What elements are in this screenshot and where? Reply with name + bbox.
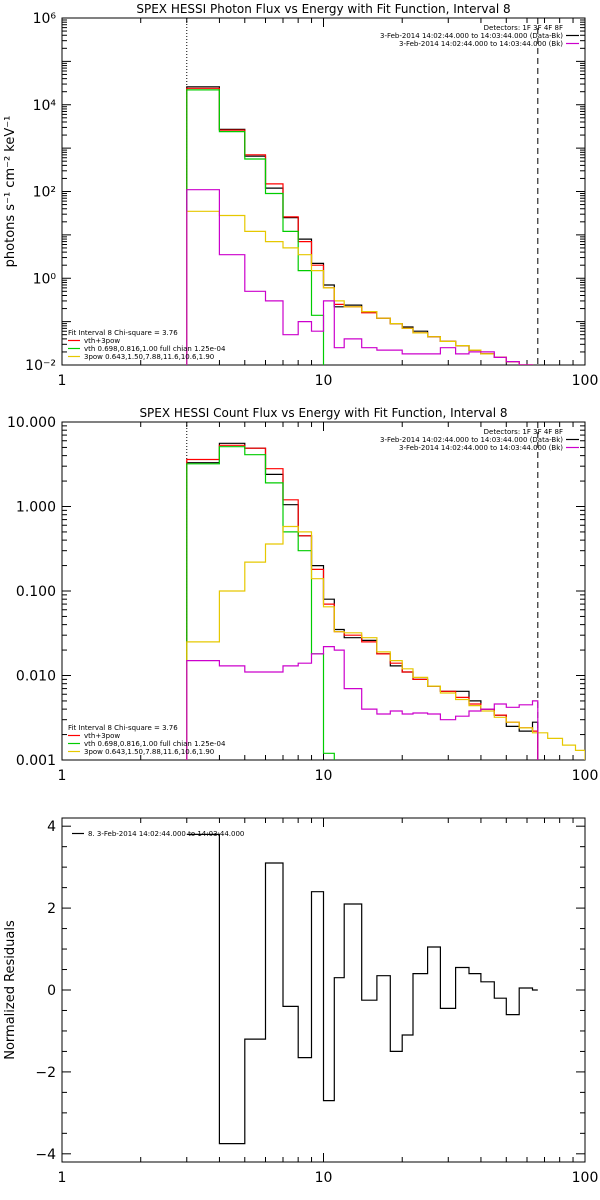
series-data-bk	[186, 86, 534, 365]
y-tick-label: 10.000	[7, 415, 56, 431]
x-tick-label: 100	[572, 768, 599, 784]
x-tick-label: 10	[315, 1170, 333, 1186]
legend-header: Detectors: 1F 3F 4F 8F	[484, 24, 563, 32]
series-line	[186, 89, 325, 365]
y-axis-label: photons s⁻¹ cm⁻² keV⁻¹	[3, 116, 18, 268]
legend-entry-label: 3-Feb-2014 14:02:44.000 to 14:03:44.000 …	[399, 444, 563, 452]
series-line	[186, 525, 585, 760]
chart-title: SPEX HESSI Count Flux vs Energy with Fit…	[139, 406, 507, 420]
y-axis: 0.001 0.010 0.100 1.000 10.000	[7, 415, 585, 769]
y-tick-label: 0.010	[16, 669, 56, 685]
y-tick-label: −4	[35, 1147, 56, 1163]
legend-entry-label: 3pow 0.643,1.50,7.88,11.6,10.6,1.90	[84, 748, 214, 756]
legend-entry-label: vth+3pow	[84, 337, 120, 345]
legend-entry-label: 3-Feb-2014 14:02:44.000 to 14:03:44.000 …	[399, 40, 563, 48]
series-vth	[186, 446, 335, 760]
series-vth-3pow	[186, 87, 534, 365]
y-tick-label: 0.001	[16, 753, 56, 769]
legend-bottom-left: Fit Interval 8 Chi-square = 3.76vth+3pow…	[68, 724, 226, 756]
x-tick-label: 1	[58, 768, 67, 784]
x-tick-label: 100	[572, 1170, 599, 1186]
y-tick-label: 10⁰	[33, 271, 57, 287]
y-tick-label: 1.000	[16, 500, 56, 516]
y-tick-label: 10²	[33, 185, 56, 201]
count-flux-chart: SPEX HESSI Count Flux vs Energy with Fit…	[7, 406, 598, 784]
y-tick-label: 10⁻²	[25, 358, 56, 374]
x-axis: 1 10 100	[58, 18, 599, 389]
residuals-chart: 1 10 100 −4 −2 0 2 4 Normalized Residuals 8. 3-Fe…	[3, 817, 599, 1186]
y-tick-label: 0	[47, 983, 56, 999]
y-tick-label: 0.100	[16, 584, 56, 600]
legend-header: Fit Interval 8 Chi-square = 3.76	[68, 724, 178, 732]
legend-top-left: 8. 3-Feb-2014 14:02:44.000 to 14:03:44.0…	[72, 830, 244, 838]
series-line	[186, 210, 534, 365]
legend-entry-label: vth 0.698,0.816,1.00 full chian 1.25e-04	[84, 345, 226, 353]
legend-bottom-left: Fit Interval 8 Chi-square = 3.76vth+3pow…	[68, 329, 226, 361]
series-line	[186, 446, 335, 760]
x-axis: 1 10 100	[58, 818, 599, 1186]
legend-top-right: Detectors: 1F 3F 4F 8F3-Feb-2014 14:02:4…	[380, 24, 579, 48]
legend-entry-label: 3pow 0.643,1.50,7.88,11.6,10.6,1.90	[84, 353, 214, 361]
data-area	[186, 422, 585, 760]
x-tick-label: 1	[58, 1170, 67, 1186]
x-tick-label: 1	[58, 373, 67, 389]
series-line	[186, 444, 539, 760]
legend-entry-label: vth 0.698,0.816,1.00 full chian 1.25e-04	[84, 740, 226, 748]
series-3pow	[186, 525, 585, 760]
x-axis: 1 10 100	[58, 422, 599, 784]
y-tick-label: 2	[47, 901, 56, 917]
legend-entry-label: vth+3pow	[84, 732, 120, 740]
y-axis-label: Normalized Residuals	[3, 920, 18, 1060]
series-line	[186, 646, 539, 760]
series-bk	[186, 646, 539, 760]
series-data-bk	[186, 442, 539, 760]
x-tick-label: 10	[315, 768, 333, 784]
y-tick-label: 10⁶	[33, 11, 57, 27]
data-area	[186, 18, 539, 365]
series-line	[186, 189, 534, 365]
y-tick-label: −2	[35, 1065, 56, 1081]
y-axis: 10⁻² 10⁰ 10² 10⁴ 10⁶	[25, 11, 585, 374]
legend-header: Fit Interval 8 Chi-square = 3.76	[68, 329, 178, 337]
series-3pow	[186, 210, 534, 365]
series-line	[186, 833, 538, 1145]
x-tick-label: 10	[315, 373, 333, 389]
series-line	[186, 442, 539, 760]
chart-title: SPEX HESSI Photon Flux vs Energy with Fi…	[136, 2, 510, 16]
photon-flux-chart: SPEX HESSI Photon Flux vs Energy with Fi…	[3, 2, 598, 389]
series-8-3-feb-2014-14-02-44-000-to-14-03-44-000	[186, 833, 538, 1145]
data-area	[186, 833, 538, 1145]
legend-top-right: Detectors: 1F 3F 4F 8F3-Feb-2014 14:02:4…	[380, 428, 579, 452]
series-vth	[186, 89, 325, 365]
y-tick-label: 4	[47, 819, 56, 835]
legend-entry-label: 8. 3-Feb-2014 14:02:44.000 to 14:03:44.0…	[88, 830, 244, 838]
series-bk	[186, 189, 534, 365]
legend-entry-label: 3-Feb-2014 14:02:44.000 to 14:03:44.000 …	[380, 32, 563, 40]
series-line	[186, 86, 534, 365]
y-tick-label: 10⁴	[33, 98, 57, 114]
series-vth-3pow	[186, 444, 539, 760]
y-axis: −4 −2 0 2 4	[35, 819, 585, 1163]
legend-entry-label: 3-Feb-2014 14:02:44.000 to 14:03:44.000 …	[380, 436, 563, 444]
x-tick-label: 100	[572, 373, 599, 389]
legend-header: Detectors: 1F 3F 4F 8F	[484, 428, 563, 436]
